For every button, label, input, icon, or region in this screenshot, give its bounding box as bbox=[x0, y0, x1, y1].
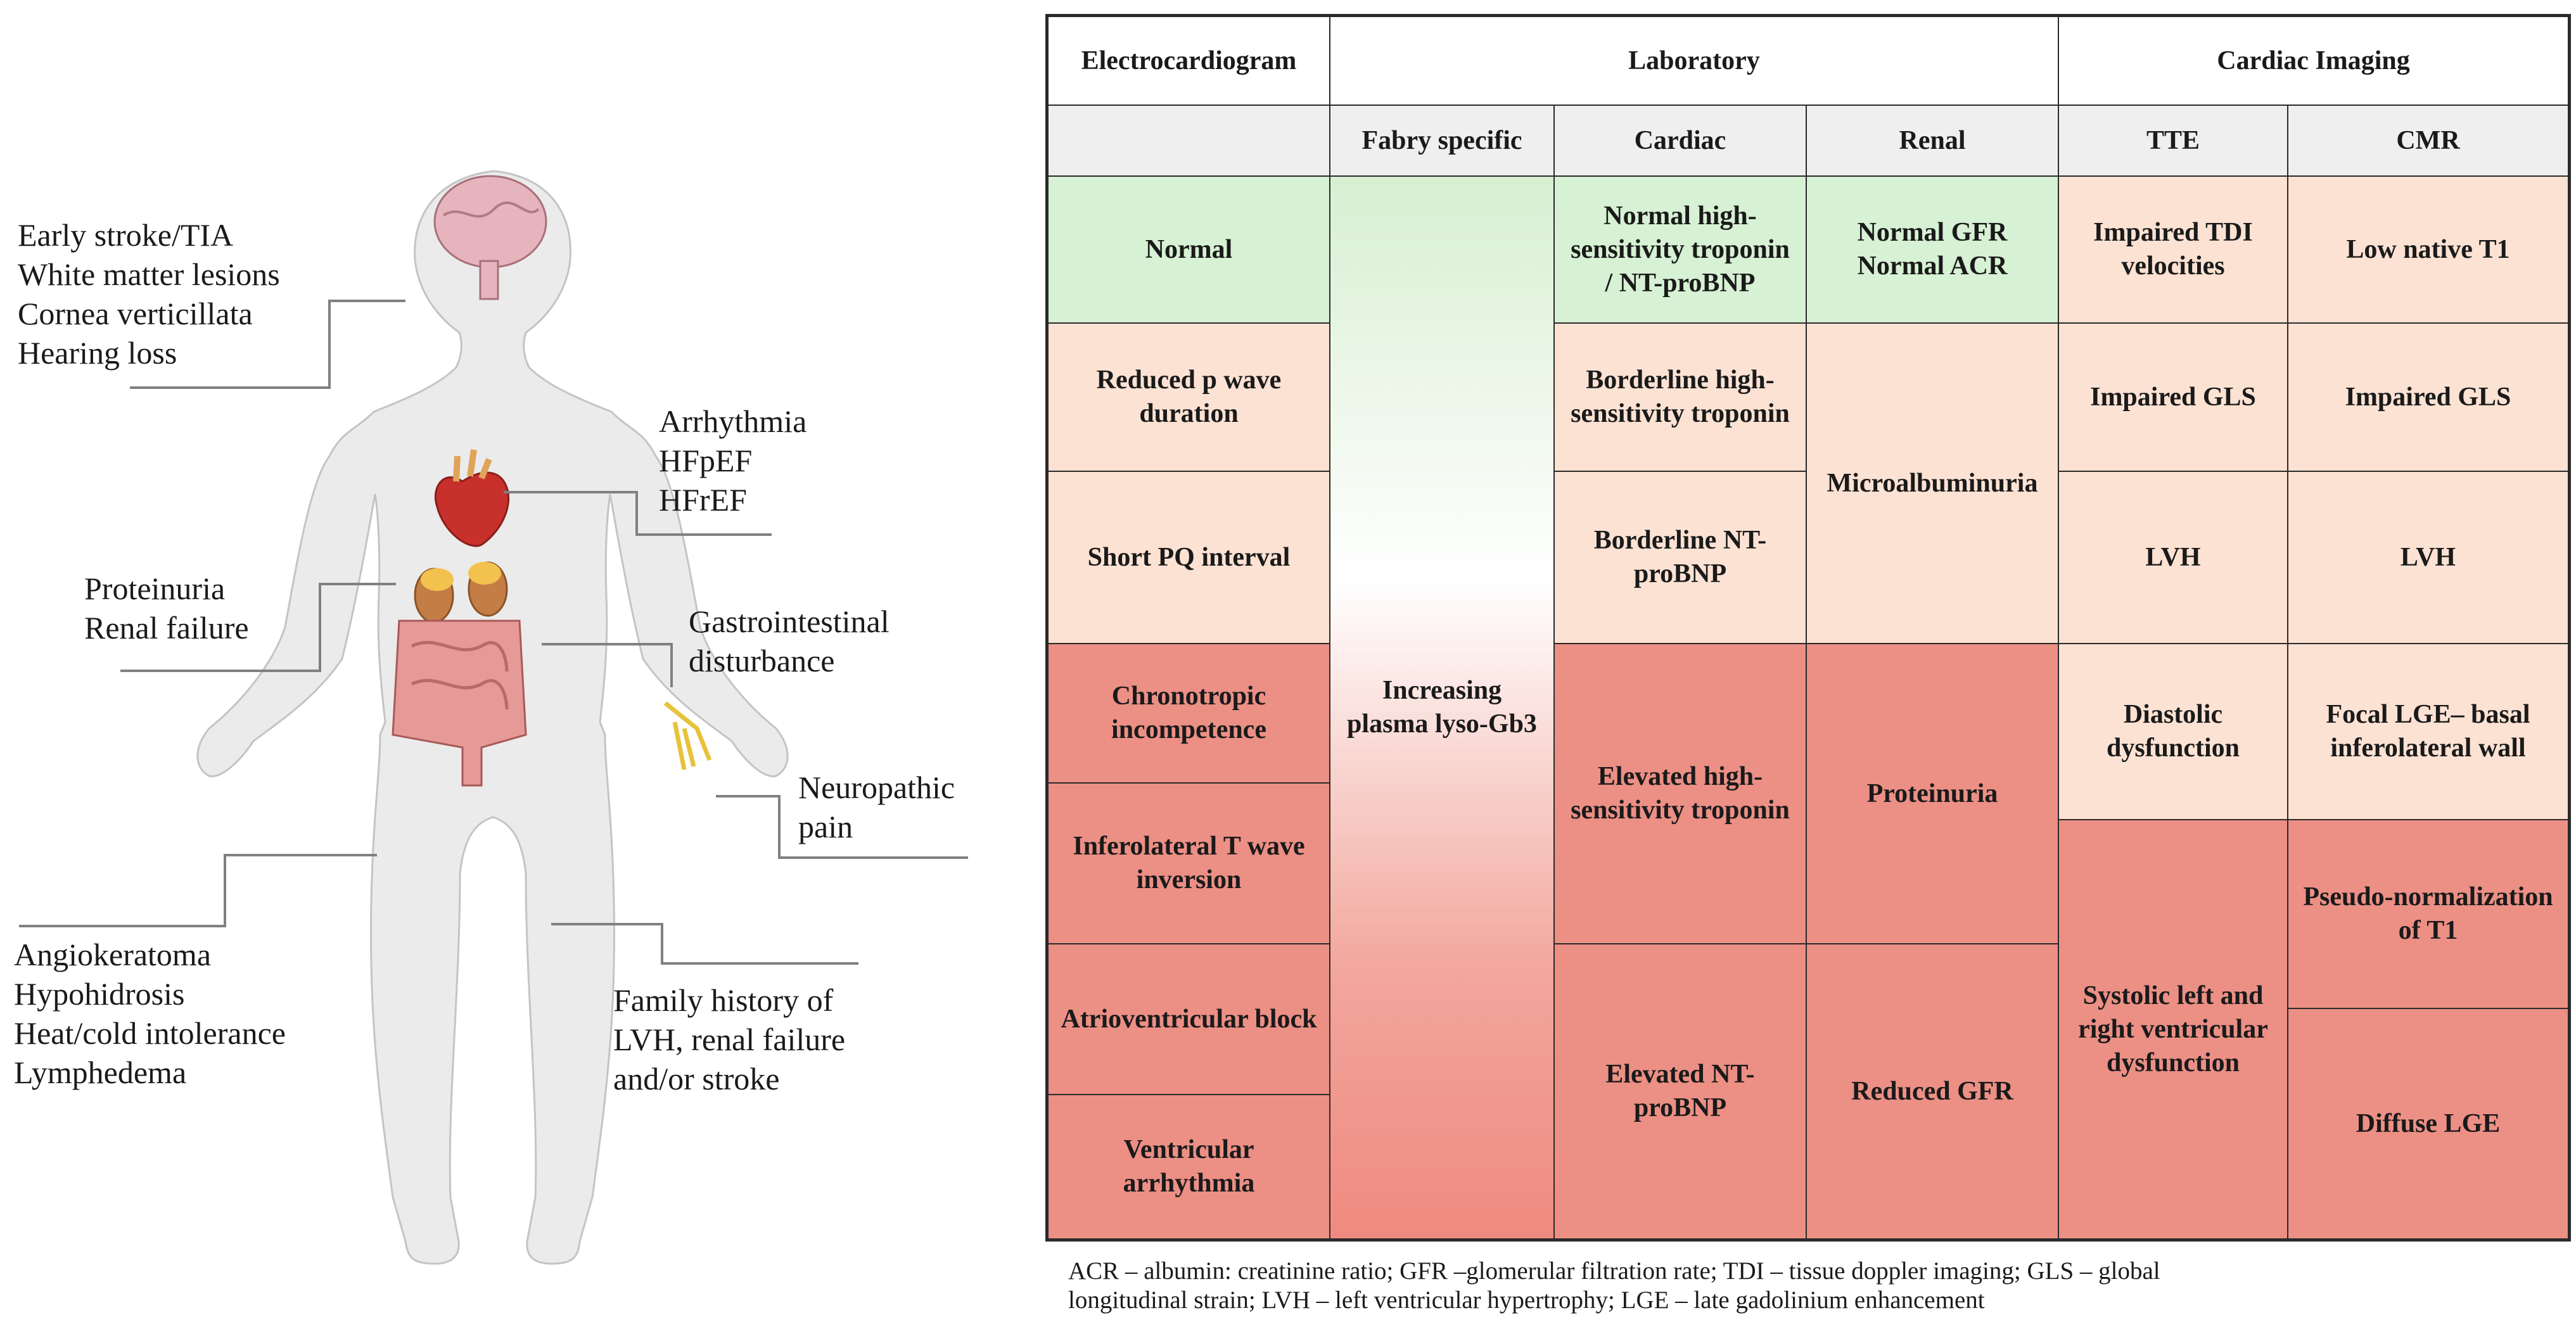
cardiac-lab-cell: Elevated high-sensitivity troponin bbox=[1553, 643, 1807, 944]
nerve-leader-v bbox=[778, 795, 781, 858]
brain-leader-h1 bbox=[329, 300, 405, 302]
cardiac-lab-cell: Borderline high-sensitivity troponin bbox=[1553, 322, 1807, 472]
renal-lab-cell: Normal GFR Normal ACR bbox=[1806, 175, 2059, 324]
heart-symptoms-label: Arrhythmia HFpEF HFrEF bbox=[659, 403, 807, 518]
heart-leader-h2 bbox=[635, 533, 772, 536]
subheader-cardiac: Cardiac bbox=[1553, 105, 1807, 177]
abbreviations-footnote: ACR – albumin: creatinine ratio; GFR –gl… bbox=[1068, 1257, 2160, 1314]
brain-symptoms-label: Early stroke/TIA White matter lesions Cor… bbox=[18, 217, 280, 371]
fabry-findings-table: Electrocardiogram Laboratory Cardiac Ima… bbox=[1045, 14, 2571, 1242]
gut-leader-h1 bbox=[542, 643, 672, 645]
cmr-cell: Pseudo-normalization of T1 bbox=[2287, 819, 2569, 1009]
body-illustration bbox=[196, 170, 789, 1265]
subheader-tte: TTE bbox=[2058, 105, 2288, 177]
ecg-cell: Normal bbox=[1047, 175, 1330, 324]
subheader-cmr: CMR bbox=[2287, 105, 2569, 177]
renal-lab-cell: Reduced GFR bbox=[1806, 943, 2059, 1240]
kidneys-icon bbox=[414, 561, 508, 623]
skin-symptoms-label: Angiokeratoma Hypohidrosis Heat/cold into… bbox=[14, 937, 286, 1090]
nerve-leader-h2 bbox=[778, 856, 968, 859]
header-laboratory: Laboratory bbox=[1329, 16, 2059, 106]
heart-leader-v bbox=[635, 491, 638, 535]
tte-cell: Impaired TDI velocities bbox=[2058, 175, 2288, 324]
heart-icon bbox=[434, 449, 510, 547]
ecg-cell: Atrioventricular block bbox=[1047, 943, 1330, 1095]
cardiac-lab-cell: Elevated NT-proBNP bbox=[1553, 943, 1807, 1240]
family-leader-h2 bbox=[661, 962, 858, 965]
renal-lab-cell: Proteinuria bbox=[1806, 643, 2059, 944]
gut-symptoms-label: Gastrointestinal disturbance bbox=[689, 604, 889, 678]
cardiac-lab-cell: Borderline NT-proBNP bbox=[1553, 471, 1807, 644]
gut-leader-v bbox=[670, 643, 673, 687]
cmr-cell: Focal LGE– basal inferolateral wall bbox=[2287, 643, 2569, 820]
skin-leader-h2 bbox=[19, 925, 226, 927]
heart-leader-h1 bbox=[504, 491, 637, 493]
subheader-renal: Renal bbox=[1806, 105, 2059, 177]
family-history-label: Family history of LVH, renal failure and/o… bbox=[613, 982, 846, 1096]
fabry-lyso-gb3-cell: Increasing plasma lyso-Gb3 bbox=[1329, 175, 1555, 1240]
skin-leader-v bbox=[224, 854, 226, 927]
nerve-leader-h1 bbox=[716, 795, 779, 797]
tte-cell: Impaired GLS bbox=[2058, 322, 2288, 472]
cmr-cell: Diffuse LGE bbox=[2287, 1008, 2569, 1240]
cardiac-lab-cell: Normal high-sensitivity troponin / NT-pr… bbox=[1553, 175, 1807, 324]
ecg-cell: Reduced p wave duration bbox=[1047, 322, 1330, 472]
family-leader-v bbox=[661, 923, 663, 964]
renal-lab-cell: Microalbuminuria bbox=[1806, 322, 2059, 644]
header-cardiac-imaging: Cardiac Imaging bbox=[2058, 16, 2569, 106]
nerve-icon bbox=[663, 701, 712, 770]
kidney-leader-h1 bbox=[320, 583, 396, 585]
kidney-leader-h2 bbox=[120, 670, 321, 672]
tte-cell: LVH bbox=[2058, 471, 2288, 644]
skin-leader-h1 bbox=[225, 854, 377, 856]
ecg-cell: Short PQ interval bbox=[1047, 471, 1330, 644]
brain-icon bbox=[433, 175, 547, 269]
kidney-leader-v bbox=[319, 583, 321, 671]
brain-leader-v bbox=[328, 300, 331, 388]
cmr-cell: Impaired GLS bbox=[2287, 322, 2569, 472]
intestines-icon bbox=[392, 619, 527, 787]
ecg-cell: Inferolateral T wave inversion bbox=[1047, 782, 1330, 944]
cmr-cell: LVH bbox=[2287, 471, 2569, 644]
tte-cell: Systolic left and right ventricular dysf… bbox=[2058, 819, 2288, 1240]
brain-leader-h2 bbox=[130, 386, 331, 389]
header-electrocardiogram: Electrocardiogram bbox=[1047, 16, 1330, 106]
cmr-cell: Low native T1 bbox=[2287, 175, 2569, 324]
nerve-symptoms-label: Neuropathic pain bbox=[798, 770, 955, 844]
ecg-cell: Chronotropic incompetence bbox=[1047, 643, 1330, 784]
subheader-fabry-specific: Fabry specific bbox=[1329, 105, 1555, 177]
ecg-cell: Ventricular arrhythmia bbox=[1047, 1094, 1330, 1240]
family-leader-h1 bbox=[551, 923, 662, 925]
subheader-ecg-blank bbox=[1047, 105, 1330, 177]
tte-cell: Diastolic dysfunction bbox=[2058, 643, 2288, 820]
kidney-symptoms-label: Proteinuria Renal failure bbox=[84, 571, 249, 645]
